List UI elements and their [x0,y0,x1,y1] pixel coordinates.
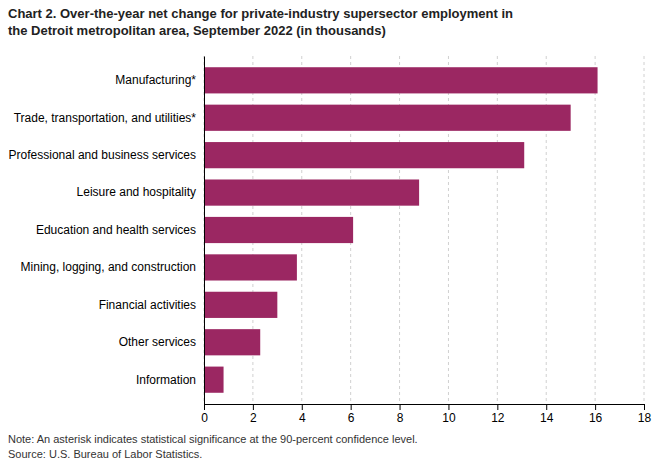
x-tick: 14 [540,404,554,425]
tick-label: Financial activities [99,298,196,312]
x-tick: 18 [638,404,652,425]
x-tick: 12 [491,404,505,425]
tick-mark [448,404,449,410]
grid-line [595,56,596,404]
axis-line [204,57,205,405]
tick-label: 14 [540,411,554,425]
x-tick: 2 [250,404,257,425]
tick-mark [497,404,498,410]
tick-label: 16 [589,411,603,425]
y-tick: Education and health services [36,223,204,237]
y-tick: Leisure and hospitality [77,185,204,199]
y-tick: Trade, transportation, and utilities* [14,111,204,125]
tick-label: 12 [491,411,505,425]
tick-mark [595,404,596,410]
tick-mark [204,404,205,410]
tick-label: Other services [119,335,196,349]
y-axis: Information Other services Financial activ… [9,57,205,405]
tick-label: Information [136,373,196,387]
x-tick: 0 [201,404,208,425]
x-axis: 0 2 4 6 8 10 12 14 16 18 [201,404,651,425]
tick-label: Professional and business services [9,148,196,162]
tick-mark [400,404,401,410]
x-tick: 8 [397,404,404,425]
chart-container: Chart 2. Over-the-year net change for pr… [0,0,666,468]
bar [204,254,297,280]
plot: 0 2 4 6 8 10 12 14 16 18 Information Other services… [9,56,652,425]
tick-label: Mining, logging, and construction [21,260,196,274]
tick-label: 2 [250,411,257,425]
tick-label: 18 [638,411,652,425]
chart: Chart 2. Over-the-year net change for pr… [0,0,666,468]
tick-label: Manufacturing* [115,73,196,87]
grid [204,56,644,404]
bar [204,217,353,243]
x-tick: 16 [589,404,603,425]
x-tick: 6 [348,404,355,425]
tick-label: Leisure and hospitality [77,185,196,199]
tick-mark [644,404,645,410]
tick-mark [546,404,547,410]
annotation: Note: An asterisk indicates statistical … [8,433,418,445]
tick-label: Trade, transportation, and utilities* [14,111,197,125]
bar [204,329,260,355]
tick-label: 6 [348,411,355,425]
bars [204,67,598,393]
title-line: the Detroit metropolitan area, September… [8,23,386,38]
x-tick: 4 [299,404,306,425]
tick-mark [302,404,303,410]
tick-label: 0 [201,411,208,425]
y-tick: Other services [119,335,204,349]
bar [204,292,277,318]
bar [204,105,571,131]
tick-label: 8 [397,411,404,425]
tick-mark [351,404,352,410]
axis-line [205,405,645,411]
y-tick: Information [136,373,204,387]
bar [204,142,524,168]
y-tick: Mining, logging, and construction [21,260,204,274]
title: Chart 2. Over-the-year net change for pr… [8,6,513,38]
tick-label: Education and health services [36,223,196,237]
bar [204,67,598,93]
tick-label: 4 [299,411,306,425]
bar [204,179,419,205]
x-tick: 10 [442,404,456,425]
annotation: Source: U.S. Bureau of Labor Statistics. [8,448,202,460]
y-tick: Manufacturing* [115,73,204,87]
tick-label: 10 [442,411,456,425]
grid-line [204,56,205,404]
y-tick: Professional and business services [9,148,204,162]
background [0,0,666,468]
tick-mark [253,404,254,410]
grid-line [644,56,645,404]
y-tick: Financial activities [99,298,204,312]
title-line: Chart 2. Over-the-year net change for pr… [8,6,513,21]
bar [204,367,224,393]
